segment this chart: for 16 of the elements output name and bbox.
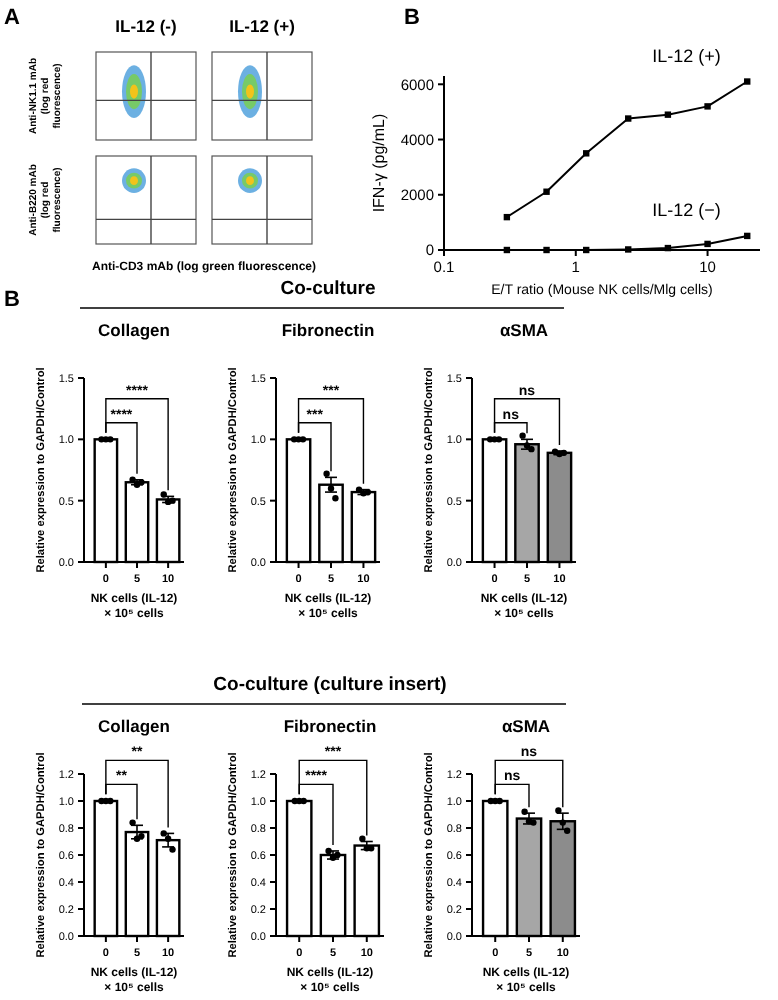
y-axis-title: IFN-γ (pg/mL) [370,113,388,213]
chart-subtitle: Co-culture (culture insert) [213,674,447,696]
text: B [4,288,20,312]
series-label: IL-12 (+) [652,45,721,66]
chart-title: Fibronectin [283,716,377,736]
text: B [404,6,420,30]
chart-title: Fibronectin [281,320,375,340]
text: A [4,6,20,30]
chart-title: Collagen [98,320,170,340]
chart-title: Collagen [98,716,170,736]
category-label: IL-12 (-) [115,16,178,36]
chart-subtitle: Co-culture [280,278,376,300]
category-label: IL-12 (+) [229,16,296,36]
chart-title: αSMA [501,716,551,736]
chart-title: αSMA [499,320,549,340]
series-label: IL-12 (−) [652,199,721,220]
